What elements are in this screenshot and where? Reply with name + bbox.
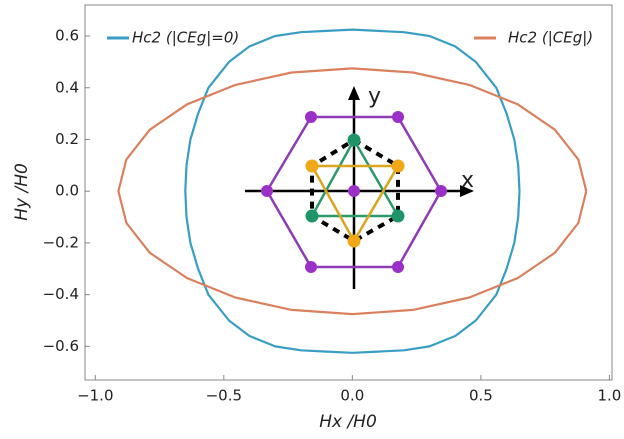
legend-label: Hc2 (|CEg|)	[508, 29, 593, 47]
y-tick-label: −0.6	[43, 337, 79, 355]
y-axis-label: Hy /H0	[12, 163, 32, 221]
x-tick-label: 0.5	[469, 387, 493, 405]
y-tick-label: −0.4	[43, 285, 79, 303]
y-tick-label: −0.2	[43, 233, 79, 251]
legend-label: Hc2 (|CEg|=0)	[132, 29, 239, 47]
inset-label: y	[368, 84, 381, 109]
y-tick-label: 0.2	[55, 130, 79, 148]
x-axis-label: Hx /H0	[319, 412, 377, 432]
y-tick-label: 0.6	[55, 27, 79, 45]
y-tick-label: 0.0	[55, 182, 79, 200]
arrow	[348, 86, 360, 100]
x-tick-label: −1.0	[77, 387, 113, 405]
x-tick-label: 0.0	[340, 387, 364, 405]
chart: Hx /H0 Hy /H0 −1.0 −0.5 0.0 0.5 1.0 −0.6 −0.4 −…	[0, 0, 624, 439]
x-tick-label: −0.5	[206, 387, 242, 405]
inset-label: x	[461, 168, 474, 193]
x-tick-label: 1.0	[597, 387, 621, 405]
y-tick-label: 0.4	[55, 78, 79, 96]
inset-lattice: x y	[245, 84, 474, 289]
